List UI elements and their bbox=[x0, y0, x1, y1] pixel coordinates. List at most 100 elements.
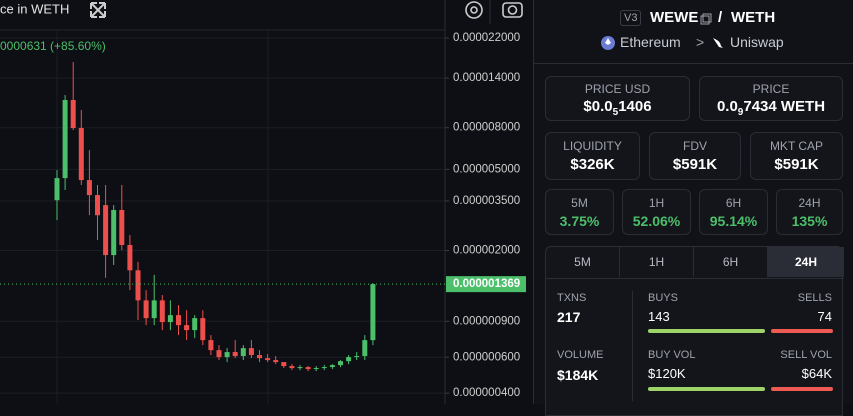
value: $591K bbox=[672, 156, 718, 173]
candle-body bbox=[289, 366, 295, 369]
y-tick-label: 0.000000400 bbox=[453, 387, 520, 399]
chart-bg bbox=[0, 0, 533, 404]
value: 0.097434 WETH bbox=[700, 98, 842, 118]
buy-bar bbox=[648, 329, 765, 333]
y-tick-label: 0.000003500 bbox=[453, 195, 520, 207]
copy-icon[interactable] bbox=[700, 13, 712, 25]
label: 24H bbox=[798, 196, 821, 210]
change[interactable]: 24H 135% bbox=[776, 189, 843, 235]
candle-body bbox=[321, 367, 327, 369]
candle-body bbox=[313, 368, 319, 370]
label: 5M bbox=[571, 196, 588, 210]
change[interactable]: 1H 52.06% bbox=[622, 189, 691, 235]
settings-icon[interactable] bbox=[465, 1, 483, 19]
quote-token: WETH bbox=[731, 9, 776, 26]
candle-body bbox=[103, 205, 109, 256]
candle-body bbox=[143, 300, 149, 319]
value: 3.75% bbox=[559, 213, 600, 229]
candle-body bbox=[62, 100, 68, 179]
label: SELL VOL bbox=[780, 349, 832, 361]
candle-body bbox=[119, 210, 125, 245]
digits: 1406 bbox=[618, 98, 652, 115]
chart: ce in WETH 0000631 (+85.60%) 0.000022000… bbox=[0, 0, 533, 404]
candle-body bbox=[354, 356, 360, 358]
value: $120K bbox=[648, 366, 686, 381]
price-usd: PRICE USD $0.051406 bbox=[545, 76, 690, 121]
candle-body bbox=[135, 270, 141, 301]
candle-body bbox=[78, 128, 84, 181]
candle-body bbox=[305, 367, 311, 370]
sell-bar bbox=[771, 329, 833, 333]
candle-body bbox=[86, 180, 92, 196]
tab-active[interactable]: 24H bbox=[768, 247, 844, 277]
change[interactable]: 5M 3.75% bbox=[545, 189, 614, 235]
candle-body bbox=[95, 195, 100, 216]
divider bbox=[632, 291, 633, 401]
candle-body bbox=[370, 284, 376, 341]
dex[interactable]: Uniswap bbox=[730, 34, 784, 50]
value: 95.14% bbox=[709, 213, 758, 229]
tab[interactable]: 6H bbox=[694, 247, 768, 277]
prefix: 0.0 bbox=[716, 98, 738, 115]
breadcrumb-arrow: > bbox=[696, 34, 705, 50]
candle-body bbox=[200, 318, 206, 341]
tab[interactable]: 1H bbox=[620, 247, 694, 277]
y-tick-label: 0.000000600 bbox=[453, 351, 520, 363]
legend-text: 0000631 (+85.60%) bbox=[0, 39, 106, 53]
prefix: $0.0 bbox=[583, 98, 613, 115]
label: LIQUIDITY bbox=[563, 139, 622, 153]
candle-body bbox=[240, 348, 246, 357]
label: TXNS bbox=[557, 292, 587, 304]
candle-body bbox=[224, 352, 230, 358]
candle-body bbox=[297, 367, 303, 369]
change[interactable]: 6H 95.14% bbox=[699, 189, 768, 235]
candle-body bbox=[192, 318, 198, 331]
tab[interactable]: 5M bbox=[546, 247, 620, 277]
base-token[interactable]: WEWE bbox=[650, 9, 699, 26]
candle-body bbox=[184, 325, 190, 331]
zeros: 9 bbox=[737, 107, 744, 118]
candle-body bbox=[346, 357, 352, 362]
camera-icon[interactable] bbox=[502, 2, 523, 18]
uniswap-icon bbox=[713, 38, 723, 48]
label: PRICE USD bbox=[584, 82, 651, 96]
candle-body bbox=[248, 348, 254, 356]
label: SELLS bbox=[797, 292, 832, 304]
label: BUYS bbox=[648, 292, 678, 304]
label: MKT CAP bbox=[769, 139, 824, 153]
expand-icon[interactable] bbox=[90, 2, 106, 18]
label: 1H bbox=[648, 196, 665, 210]
chart-title: ce in WETH bbox=[0, 1, 69, 16]
metric: FDV $591K bbox=[649, 132, 741, 180]
metric: MKT CAP $591K bbox=[750, 132, 843, 180]
candle-body bbox=[338, 361, 343, 366]
label: PRICE bbox=[752, 82, 790, 96]
value: 217 bbox=[557, 309, 581, 325]
sell-vol-bar bbox=[771, 387, 833, 391]
candle-body bbox=[176, 315, 181, 326]
candle-body bbox=[208, 340, 214, 351]
y-tick-label: 0.000000900 bbox=[453, 315, 520, 327]
value: 135% bbox=[791, 213, 828, 229]
candle-body bbox=[151, 300, 157, 319]
label: BUY VOL bbox=[648, 349, 696, 361]
eth-icon bbox=[601, 36, 615, 50]
value: 74 bbox=[817, 309, 832, 324]
metric: LIQUIDITY $326K bbox=[545, 132, 640, 180]
y-tick-label: 0.000005000 bbox=[453, 163, 520, 175]
candle-body bbox=[54, 178, 60, 201]
candle-body bbox=[167, 315, 173, 323]
version-badge: V3 bbox=[620, 10, 642, 26]
value: $64K bbox=[801, 366, 832, 381]
candle-body bbox=[159, 300, 165, 323]
candle-body bbox=[265, 358, 271, 361]
candle-body bbox=[329, 365, 335, 368]
buy-vol-bar bbox=[648, 387, 765, 391]
zeros: 5 bbox=[612, 107, 619, 118]
value: $591K bbox=[774, 156, 819, 173]
tab-bar: 5M 1H 6H 24H bbox=[546, 247, 844, 279]
candle-body bbox=[281, 362, 287, 367]
chain[interactable]: Ethereum bbox=[620, 34, 681, 50]
candle-body bbox=[216, 350, 222, 358]
